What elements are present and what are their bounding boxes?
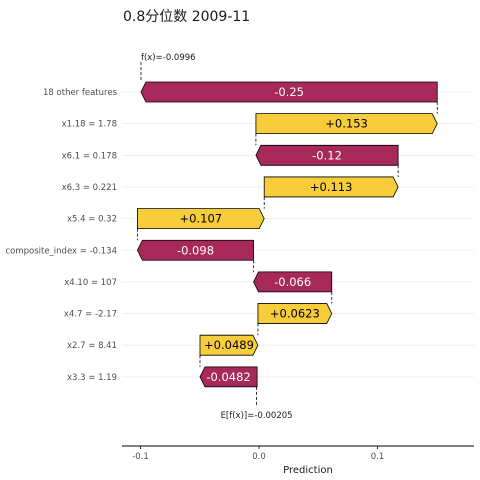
feature-name-label: x4.10 = 107 [64,278,117,288]
x-tick-label: 0.1 [371,452,385,462]
connector-lines [137,62,438,407]
negative-bar [255,144,399,166]
feature-name-label: x5.4 = 0.32 [67,215,117,225]
base-value-annotation: E[f(x)]=-0.00205 [221,411,293,421]
positive-bar [199,334,259,356]
feature-name-label: x2.7 = 8.41 [67,341,117,351]
x-axis: -0.1 0.0 0.1 [122,445,474,462]
grid-lines [122,91,474,378]
x-tick-label: 0.0 [252,452,266,462]
bar-value-label: +0.0489 [204,338,254,352]
negative-bar [140,81,438,103]
bars: -0.25 +0.153 -0.12 +0.113 +0.107 -0.098 -0.066… [136,81,438,388]
feature-name-label: 18 other features [43,88,118,98]
bar-value-label: +0.107 [180,212,223,226]
bar-value-label: +0.153 [325,117,368,131]
positive-bar [263,176,399,198]
feature-name-label: x4.7 = -2.17 [64,310,117,320]
negative-bar [253,271,333,293]
bar-value-label: -0.098 [177,243,214,257]
feature-labels: 18 other features x1.18 = 1.78 x6.1 = 0.17… [5,88,117,383]
feature-name-label: composite_index = -0.134 [5,246,117,256]
negative-bar [199,366,258,388]
bar-value-label: -0.0482 [206,370,250,384]
feature-name-label: x6.3 = 0.221 [62,183,117,193]
bar-value-label: +0.113 [310,180,353,194]
chart-title: 0.8分位数 2009-11 [123,9,251,25]
bar-value-label: -0.12 [312,148,342,162]
x-tick-label: -0.1 [132,452,149,462]
bar-value-label: -0.066 [274,275,311,289]
feature-name-label: x1.18 = 1.78 [62,120,117,130]
x-axis-label: Prediction [283,465,333,476]
negative-bar [136,239,254,261]
positive-bar [255,113,438,135]
bar-value-label: -0.25 [274,85,304,99]
fx-annotation: f(x)=-0.0996 [141,53,196,63]
positive-bar [257,303,333,324]
feature-name-label: x6.1 = 0.178 [62,151,117,161]
bar-value-label: +0.0623 [270,307,320,321]
feature-name-label: x3.3 = 1.19 [67,373,117,383]
positive-bar [137,208,265,230]
